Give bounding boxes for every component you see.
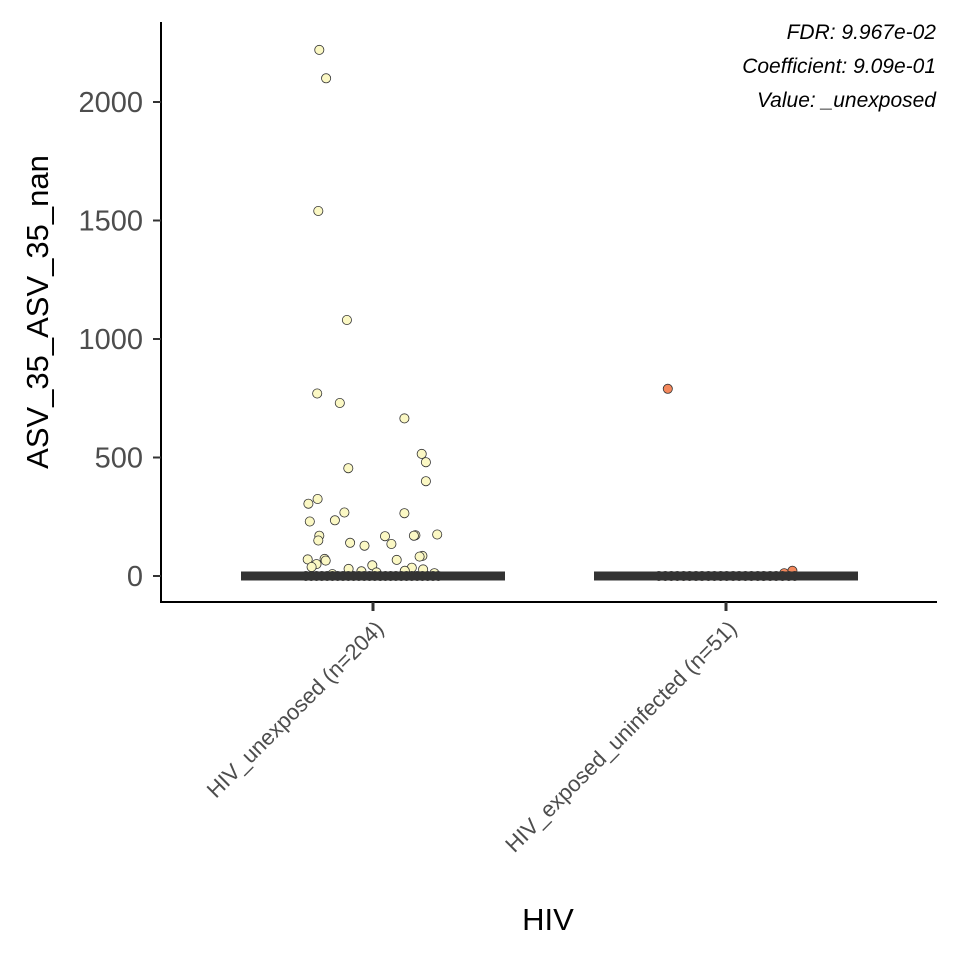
data-point-unexposed-11: [312, 493, 323, 504]
data-point-unexposed-27: [414, 551, 425, 562]
data-point-unexposed-33: [306, 562, 317, 573]
data-point-unexposed-3: [341, 314, 352, 325]
annotation-value: Value: _unexposed: [757, 89, 937, 112]
data-point-unexposed-23: [345, 537, 356, 548]
annotation-coefficient: Coefficient: 9.09e-01: [742, 55, 936, 78]
data-point-unexposed-22: [313, 535, 324, 546]
x-tick-label-0: HIV_unexposed (n=204): [202, 616, 389, 803]
y-tick-label-0: 0: [127, 561, 143, 593]
x-ticks: HIV_unexposed (n=204) HIV_exposed_uninfec…: [202, 602, 742, 857]
data-point-unexposed-9: [343, 463, 354, 474]
data-point-unexposed-30: [320, 555, 331, 566]
y-tick-label-1000: 1000: [78, 324, 143, 356]
data-point-unexposed-15: [329, 515, 340, 526]
y-tick-label-2000: 2000: [78, 87, 143, 119]
data-point-unexposed-7: [416, 448, 427, 459]
data-point-unexposed-21: [408, 530, 419, 541]
data-point-unexposed-17: [432, 529, 443, 540]
y-axis-title: ASV_35_ASV_35_nan: [20, 155, 55, 469]
data-point-unexposed-2: [313, 205, 324, 216]
data-point-unexposed-24: [386, 539, 397, 550]
annotation-fdr: FDR: 9.967e-02: [787, 21, 937, 44]
data-point-unexposed-14: [399, 508, 410, 519]
data-point-unexposed-4: [312, 388, 323, 399]
data-point-unexposed-0: [314, 44, 325, 55]
x-tick-label-1: HIV_exposed_uninfected (n=51): [500, 616, 741, 857]
x-axis-title: HIV: [522, 902, 574, 937]
data-point-unexposed-1: [321, 73, 332, 84]
data-point-unexposed-19: [379, 531, 390, 542]
data-point-unexposed-6: [399, 413, 410, 424]
data-point-unexposed-31: [391, 554, 402, 565]
data-point-unexposed-8: [420, 457, 431, 468]
data-point-exposed-uninfected-0: [662, 383, 673, 394]
data-point-unexposed-25: [359, 540, 370, 551]
y-tick-label-500: 500: [95, 443, 143, 475]
data-point-unexposed-13: [339, 507, 350, 518]
data-point-unexposed-10: [420, 476, 431, 487]
points-layer: [300, 44, 800, 582]
y-tick-label-1500: 1500: [78, 206, 143, 238]
data-point-unexposed-5: [334, 397, 345, 408]
data-point-unexposed-16: [304, 516, 315, 527]
data-point-unexposed-12: [303, 498, 314, 509]
y-ticks: 0 500 1000 1500 2000: [78, 87, 161, 593]
